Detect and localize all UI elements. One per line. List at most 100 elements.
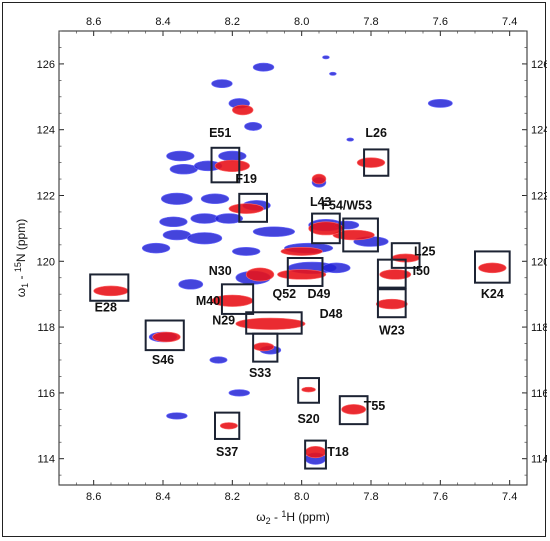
y-tick-label-right: 114 [531,454,547,466]
x-tick-label-top: 8.6 [86,16,101,28]
y-tick-label-left: 124 [37,125,55,137]
blue-peak [169,163,198,175]
assignment-label: I50 [413,264,430,278]
blue-peak [322,55,330,60]
assignment-label: K24 [481,287,504,301]
x-tick-label-top: 8.2 [225,16,240,28]
assignment-label: T18 [327,445,349,459]
blue-peak [166,150,195,162]
red-peak [152,331,181,343]
x-tick-label-top: 8.4 [155,16,170,28]
y-tick-label-right: 118 [531,322,547,334]
assignment-label: S46 [152,353,174,367]
y-axis-title: ω1 - 15N (ppm) [13,219,30,297]
assignment-label: W23 [379,323,405,337]
assignment-box [210,146,241,184]
red-peak [478,262,507,274]
x-tick-label-top: 7.6 [433,16,448,28]
x-tick-label-bottom: 7.8 [363,491,378,503]
blue-peak [209,356,228,364]
y-tick-label-left: 118 [37,322,55,334]
assignment-box [220,283,255,315]
red-peak [304,446,327,459]
y-tick-label-left: 120 [37,256,55,268]
assignment-box [304,439,327,470]
assignment-box [89,273,130,302]
assignment-label: Q52 [273,287,297,301]
assignment-box [311,212,341,245]
y-tick-label-right: 124 [531,125,547,137]
blue-peak [329,71,337,76]
blue-peak [162,229,192,241]
blue-peak [166,412,188,420]
blue-peak [228,389,250,397]
blue-peak [159,216,188,228]
blue-peak [252,62,275,72]
y-tick-label-left: 122 [37,190,55,202]
blue-peak [232,247,261,256]
blue-peak [178,279,204,290]
assignment-label: L25 [414,244,436,258]
red-peak [245,267,275,282]
x-tick-label-bottom: 8.2 [225,491,240,503]
blue-peak [214,213,244,224]
y-tick-label-right: 120 [531,256,547,268]
blue-peak [427,98,453,108]
blue-peak [218,150,247,162]
assignment-box [297,377,321,404]
assignment-box [474,250,511,284]
assignment-label: E28 [95,300,117,314]
hsqc-spectrum-chart: E28 S46 S37 S33 N29 D48 M40 N30 T18 S20 T55 Q52 D49 W… [13,16,547,526]
assignment-box [144,319,185,352]
red-peak [375,298,408,310]
blue-peak [160,192,193,205]
blue-peak [252,226,296,237]
red-peak [379,269,412,280]
assignment-boxes-layer [89,146,511,470]
assignment-label: E51 [209,126,231,140]
assignment-label: L26 [365,126,387,140]
x-axis-title: ω2 - 1H (ppm) [256,509,329,526]
assignment-label: D48 [320,307,343,321]
blue-peak [141,242,171,254]
assignment-labels-layer: E28 S46 S37 S33 N29 D48 M40 N30 T18 S20 T55 Q52 D49 W… [95,126,504,459]
red-peak [311,173,327,185]
assignment-box [338,395,369,426]
blue-peak [190,213,219,224]
red-peak [93,285,129,297]
blue-peak [346,137,354,142]
x-tick-label-top: 7.4 [502,16,517,28]
red-peak [214,159,250,172]
assignment-box [286,257,324,287]
assignment-label: S33 [249,366,271,380]
blue-peak [200,193,230,205]
assignment-label: S37 [216,445,238,459]
assignment-label: F19 [235,172,257,186]
blue-peak [211,79,233,89]
y-tick-label-left: 116 [37,388,55,400]
blue-peak [186,232,223,245]
assignment-box [342,217,379,253]
y-tick-label-right: 126 [531,59,547,71]
assignment-label: S20 [297,412,319,426]
x-tick-label-bottom: 7.6 [433,491,448,503]
figure-frame: E28 S46 S37 S33 N29 D48 M40 N30 T18 S20 T55 Q52 D49 W… [2,2,547,537]
blue-peak [322,262,351,274]
blue-peak [244,121,263,131]
red-peak [280,247,323,256]
red-peak [301,386,316,393]
red-peak [252,342,275,352]
red-peak [232,104,254,116]
red-peak [219,422,238,430]
x-tick-label-top: 8.0 [294,16,309,28]
assignment-label: T55 [364,399,386,413]
assignment-box [390,242,421,269]
x-tick-label-top: 7.8 [363,16,378,28]
red-peak [228,203,264,214]
assignment-label: M40 [196,294,220,308]
assignment-label: L43 [310,195,332,209]
x-tick-label-bottom: 8.0 [294,491,309,503]
y-tick-label-right: 116 [531,388,547,400]
assignment-label: N29 [212,314,235,328]
assignment-label: F54/W53 [321,198,372,212]
